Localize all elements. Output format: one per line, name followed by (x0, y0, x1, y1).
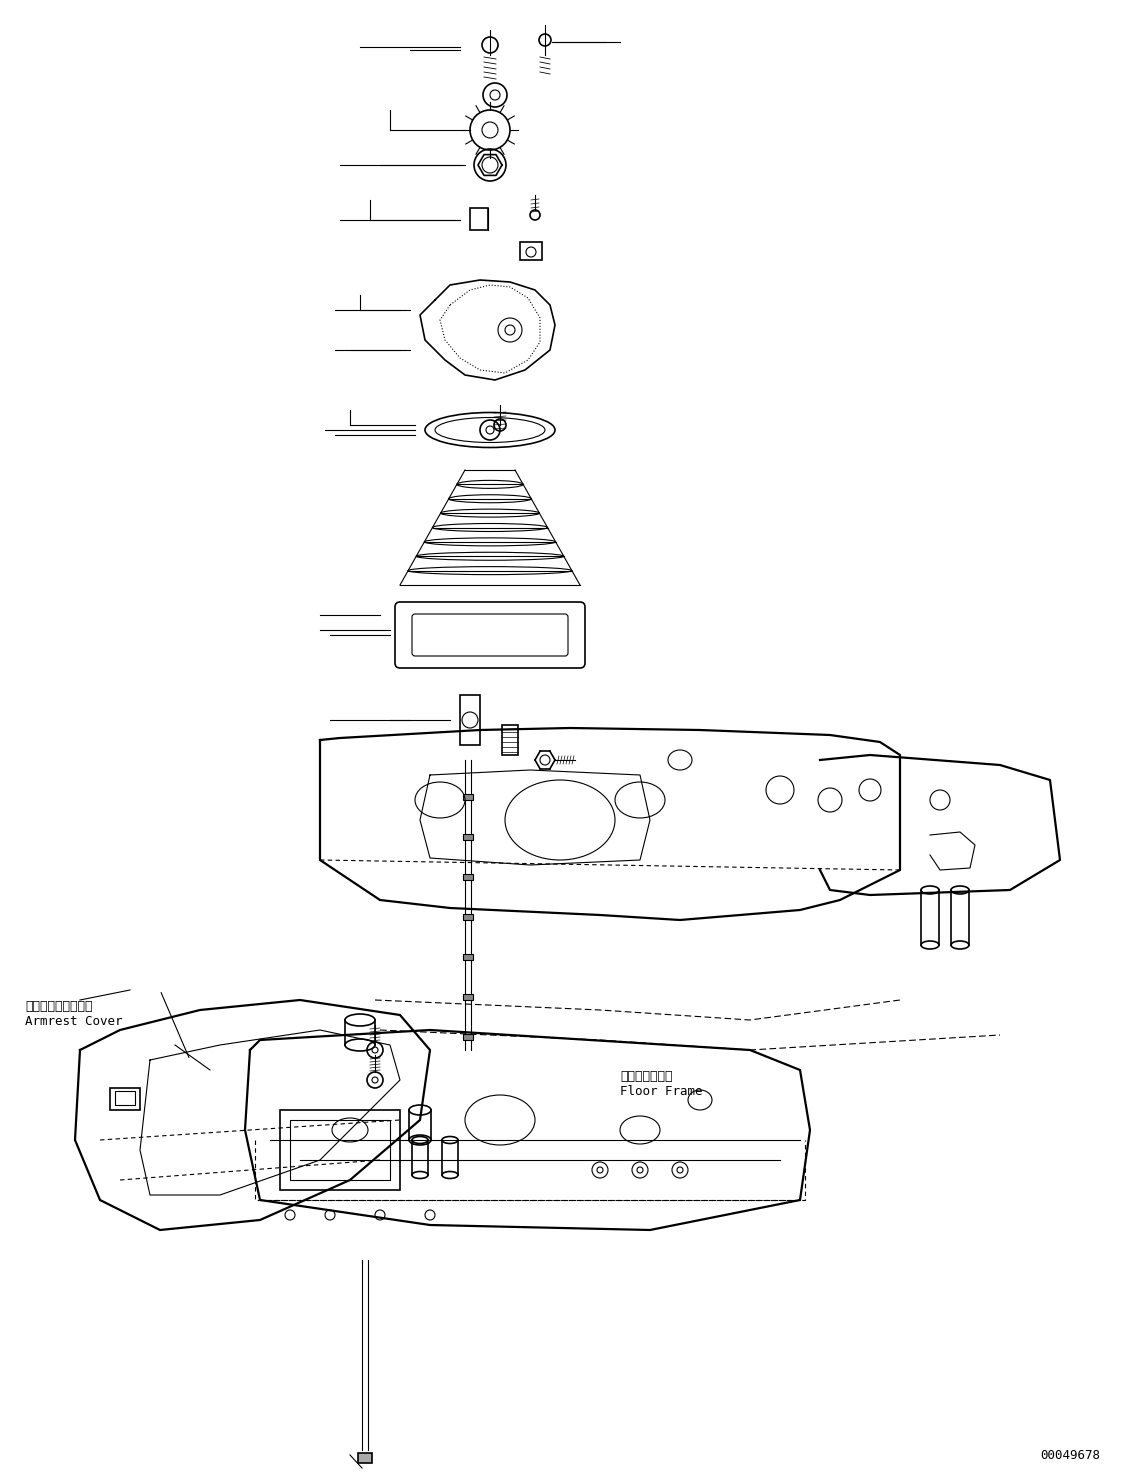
Bar (462, 874, 473, 880)
Bar (470, 209, 487, 231)
Bar (462, 834, 473, 840)
Bar (462, 794, 473, 800)
Text: フロアフレーム
Floor Frame: フロアフレーム Floor Frame (620, 1069, 703, 1097)
Bar (115, 1092, 136, 1105)
Bar (110, 1089, 140, 1111)
Bar (462, 994, 473, 1000)
Bar (462, 954, 473, 960)
Bar (460, 695, 480, 745)
Bar (290, 1120, 390, 1180)
Polygon shape (245, 1029, 810, 1231)
Bar (462, 914, 473, 920)
Bar (502, 725, 518, 754)
Text: 00049678: 00049678 (1040, 1449, 1100, 1463)
Bar (280, 1111, 400, 1191)
Polygon shape (75, 1000, 431, 1231)
Text: アームレストカバー
Armrest Cover: アームレストカバー Armrest Cover (25, 1000, 123, 1028)
Bar (358, 1452, 372, 1463)
Bar (462, 1034, 473, 1040)
Bar (521, 243, 542, 260)
